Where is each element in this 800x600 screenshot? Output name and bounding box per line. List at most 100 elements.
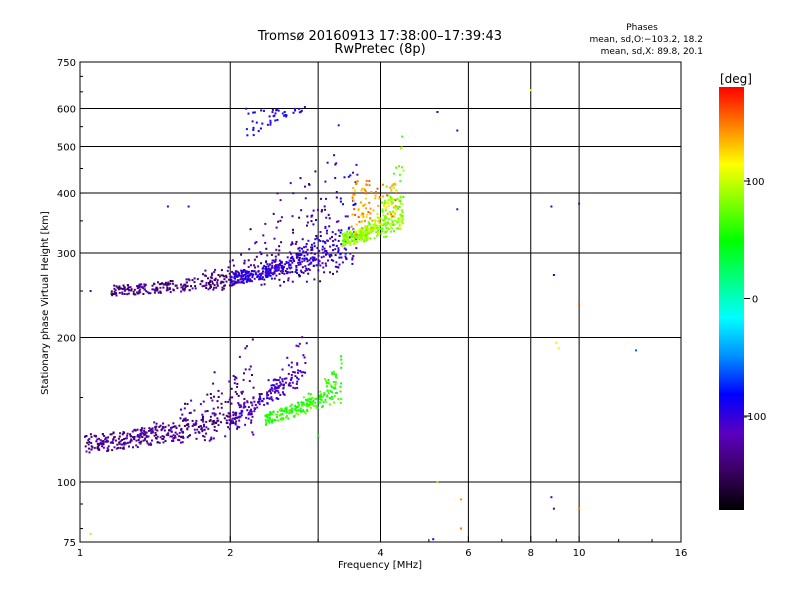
scatter-point — [328, 403, 331, 406]
scatter-point — [386, 212, 389, 215]
scatter-point — [261, 278, 264, 281]
scatter-point — [385, 221, 387, 224]
scatter-point — [376, 216, 379, 219]
scatter-point — [305, 257, 308, 260]
scatter-point — [364, 203, 367, 206]
scatter-point — [245, 128, 248, 131]
colorbar — [719, 87, 744, 510]
scatter-point — [158, 425, 161, 428]
scatter-point — [391, 184, 394, 187]
scatter-point — [102, 440, 105, 442]
scatter-point — [200, 427, 203, 430]
scatter-point — [341, 232, 344, 235]
scatter-point — [165, 433, 168, 436]
scatter-point — [359, 231, 362, 234]
scatter-point — [194, 431, 197, 434]
scatter-point — [213, 284, 216, 287]
scatter-point — [131, 430, 134, 433]
scatter-point — [369, 218, 371, 221]
scatter-point — [285, 410, 288, 412]
scatter-point — [276, 413, 279, 416]
scatter-point — [139, 442, 142, 445]
scatter-point — [371, 219, 374, 222]
scatter-point — [263, 264, 266, 267]
scatter-point — [114, 292, 117, 295]
scatter-point — [373, 219, 376, 222]
scatter-point — [240, 276, 243, 278]
scatter-point — [321, 209, 324, 211]
scatter-point — [324, 242, 327, 245]
scatter-point — [279, 413, 282, 416]
scatter-point — [364, 238, 366, 241]
scatter-point — [254, 271, 257, 274]
scatter-point — [399, 196, 402, 199]
scatter-point — [263, 403, 266, 406]
scatter-point — [322, 251, 325, 254]
scatter-point — [201, 285, 204, 288]
scatter-point — [322, 266, 325, 269]
scatter-point — [355, 231, 358, 234]
scatter-point — [297, 408, 300, 411]
scatter-point — [271, 266, 274, 269]
scatter-point — [368, 230, 371, 232]
scatter-point — [289, 182, 292, 185]
scatter-point — [237, 402, 240, 405]
scatter-point — [127, 292, 130, 295]
scatter-point — [279, 376, 282, 379]
scatter-point — [179, 417, 182, 420]
scatter-point — [249, 278, 252, 281]
scatter-point — [320, 210, 323, 213]
scatter-point — [320, 393, 323, 396]
scatter-point — [392, 215, 395, 218]
scatter-point — [271, 413, 274, 416]
scatter-point — [315, 219, 317, 221]
scatter-point — [174, 434, 176, 437]
scatter-point — [370, 231, 373, 233]
scatter-point — [229, 423, 232, 426]
scatter-point — [250, 421, 253, 424]
scatter-point — [91, 446, 94, 449]
scatter-point — [358, 220, 361, 223]
scatter-point — [275, 386, 278, 389]
scatter-point — [398, 205, 401, 208]
scatter-point — [385, 194, 388, 197]
scatter-point — [199, 283, 202, 286]
scatter-point — [227, 401, 230, 403]
scatter-point — [397, 227, 400, 230]
scatter-point — [129, 441, 132, 444]
scatter-point — [193, 409, 196, 412]
scatter-point — [364, 190, 367, 193]
scatter-point — [211, 412, 214, 415]
scatter-point — [266, 414, 269, 417]
scatter-point — [197, 426, 200, 428]
scatter-point — [203, 423, 205, 426]
scatter-point — [306, 408, 308, 411]
scatter-point — [401, 212, 404, 215]
scatter-point — [109, 441, 112, 444]
scatter-point — [136, 435, 139, 438]
scatter-point — [229, 396, 232, 399]
scatter-point — [171, 280, 174, 283]
scatter-point — [274, 386, 277, 388]
scatter-point — [238, 416, 241, 419]
scatter-point — [336, 391, 338, 394]
scatter-point — [334, 381, 337, 384]
scatter-point — [298, 403, 301, 406]
scatter-point — [202, 420, 205, 423]
scatter-point — [294, 404, 297, 407]
scatter-point — [383, 223, 386, 225]
scatter-point — [266, 263, 269, 266]
scatter-point — [299, 407, 302, 410]
scatter-point — [324, 225, 327, 228]
scatter-point — [205, 281, 208, 284]
scatter-point — [267, 270, 270, 273]
scatter-point — [352, 193, 355, 196]
scatter-point — [168, 429, 170, 432]
scatter-point — [245, 280, 248, 283]
scatter-point — [303, 411, 306, 413]
scatter-point — [185, 278, 188, 281]
scatter-point — [318, 260, 321, 263]
scatter-point — [332, 272, 334, 275]
scatter-point — [361, 220, 364, 223]
scatter-point — [234, 273, 237, 275]
